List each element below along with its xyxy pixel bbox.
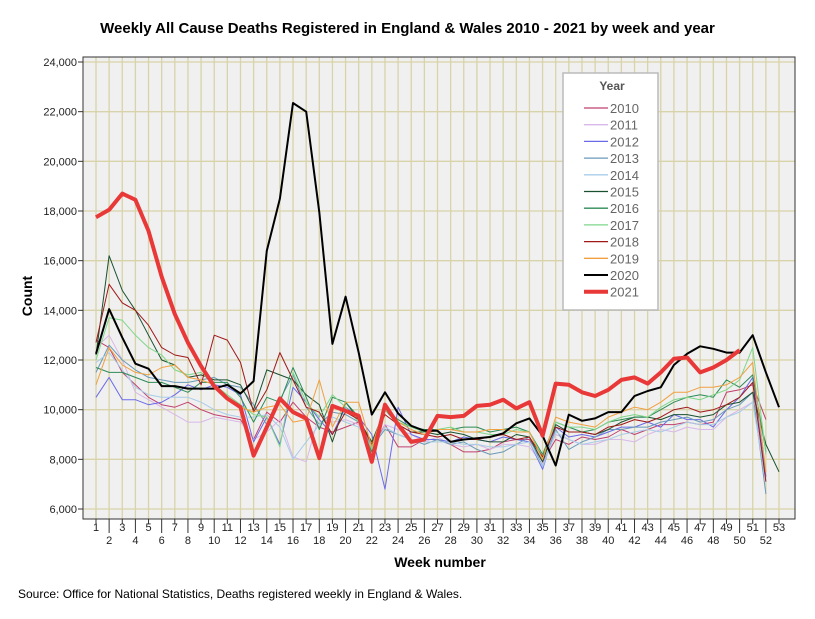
x-tick-label: 40 <box>602 535 614 547</box>
x-tick-label: 17 <box>300 522 312 534</box>
legend-label-2015: 2015 <box>610 185 639 200</box>
x-tick-label: 43 <box>642 522 654 534</box>
x-tick-label: 25 <box>405 522 417 534</box>
x-tick-label: 37 <box>563 522 575 534</box>
x-axis-label: Week number <box>394 554 486 570</box>
x-tick-label: 2 <box>106 535 112 547</box>
x-tick-label: 46 <box>681 535 693 547</box>
x-tick-label: 34 <box>523 535 535 547</box>
x-tick-label: 9 <box>198 522 204 534</box>
series-line-2019 <box>95 347 767 472</box>
x-tick-label: 39 <box>589 522 601 534</box>
legend-label-2019: 2019 <box>610 251 639 266</box>
legend-label-2020: 2020 <box>610 268 639 283</box>
y-tick-label: 12,000 <box>43 355 77 367</box>
legend-label-2014: 2014 <box>610 168 639 183</box>
x-tick-label: 52 <box>760 535 772 547</box>
x-tick-label: 27 <box>431 522 443 534</box>
x-tick-label: 11 <box>222 522 233 534</box>
x-tick-label: 4 <box>132 535 138 547</box>
x-tick-label: 21 <box>353 522 365 534</box>
x-tick-label: 30 <box>471 535 483 547</box>
x-tick-label: 20 <box>339 535 351 547</box>
x-tick-label: 15 <box>274 522 286 534</box>
legend-label-2016: 2016 <box>610 201 639 216</box>
y-tick-label: 22,000 <box>43 107 77 119</box>
x-tick-label: 36 <box>550 535 562 547</box>
legend-label-2012: 2012 <box>610 134 639 149</box>
x-tick-label: 42 <box>628 535 640 547</box>
legend-title: Year <box>599 79 625 93</box>
x-tick-label: 53 <box>773 522 785 534</box>
series-line-2014 <box>95 352 767 482</box>
x-tick-label: 13 <box>247 522 259 534</box>
x-tick-label: 10 <box>208 535 220 547</box>
x-tick-label: 33 <box>510 522 522 534</box>
y-tick-label: 18,000 <box>43 206 77 218</box>
x-tick-label: 23 <box>379 522 391 534</box>
x-tick-label: 6 <box>159 535 165 547</box>
legend-box <box>562 72 659 311</box>
x-tick-label: 24 <box>392 535 404 547</box>
y-tick-label: 6,000 <box>49 504 77 516</box>
x-tick-label: 8 <box>185 535 191 547</box>
x-tick-label: 35 <box>536 522 548 534</box>
legend-label-2018: 2018 <box>610 235 639 250</box>
chart-title: Weekly All Cause Deaths Registered in En… <box>100 20 715 37</box>
x-tick-label: 18 <box>313 535 325 547</box>
y-tick-label: 14,000 <box>43 305 77 317</box>
x-tick-label: 48 <box>707 535 719 547</box>
x-tick-label: 1 <box>93 522 99 534</box>
x-tick-label: 12 <box>234 535 246 547</box>
x-tick-label: 38 <box>576 535 588 547</box>
source-note: Source: Office for National Statistics, … <box>18 587 463 601</box>
y-axis-label: Count <box>19 275 35 317</box>
series-line-2020 <box>95 102 780 467</box>
y-tick-label: 16,000 <box>43 256 77 268</box>
series-line-2018 <box>95 283 767 482</box>
series-line-2021 <box>95 191 741 464</box>
plot-area <box>83 57 795 519</box>
x-tick-label: 7 <box>172 522 178 534</box>
legend: Year201020112012201320142015201620172018… <box>562 72 659 311</box>
x-tick-label: 3 <box>119 522 125 534</box>
x-tick-label: 26 <box>418 535 430 547</box>
legend-label-2017: 2017 <box>610 218 639 233</box>
legend-label-2021: 2021 <box>610 285 639 300</box>
x-tick-label: 31 <box>484 522 496 534</box>
plot-border <box>82 56 796 520</box>
legend-label-2011: 2011 <box>610 118 638 133</box>
x-tick-label: 51 <box>747 522 759 534</box>
x-tick-label: 28 <box>445 535 457 547</box>
x-tick-label: 14 <box>261 535 273 547</box>
x-tick-label: 44 <box>655 535 667 547</box>
x-tick-label: 16 <box>287 535 299 547</box>
x-tick-label: 50 <box>733 535 745 547</box>
x-tick-label: 22 <box>366 535 378 547</box>
legend-label-2013: 2013 <box>610 151 639 166</box>
x-tick-label: 47 <box>694 522 706 534</box>
x-tick-label: 32 <box>497 535 509 547</box>
y-tick-label: 10,000 <box>43 405 77 417</box>
x-tick-label: 29 <box>458 522 470 534</box>
y-tick-label: 24,000 <box>43 57 77 69</box>
y-tick-label: 8,000 <box>49 454 77 466</box>
x-tick-label: 19 <box>326 522 338 534</box>
x-tick-label: 49 <box>720 522 732 534</box>
legend-label-2010: 2010 <box>610 101 639 116</box>
x-tick-label: 5 <box>145 522 151 534</box>
x-tick-label: 41 <box>615 522 627 534</box>
y-tick-label: 20,000 <box>43 156 77 168</box>
x-tick-label: 45 <box>668 522 680 534</box>
